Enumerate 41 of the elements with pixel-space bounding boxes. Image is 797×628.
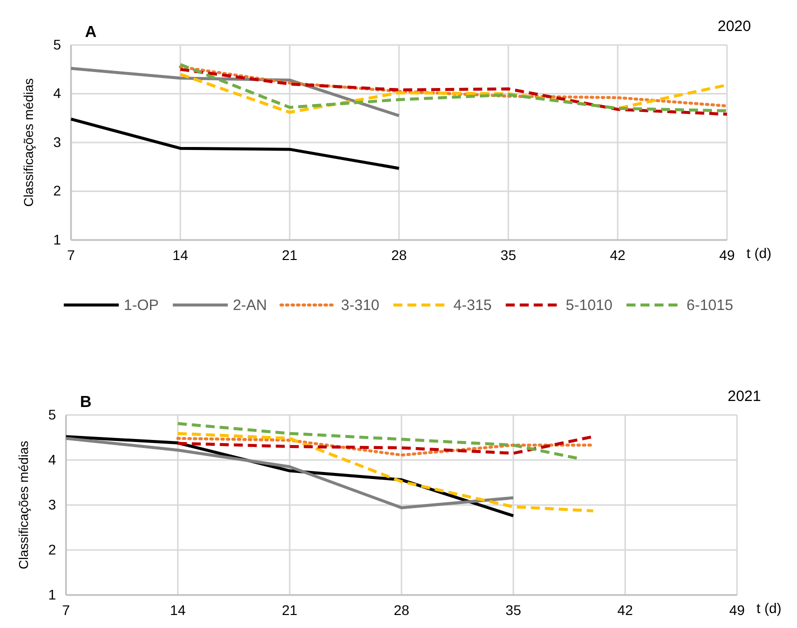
- x-tick-label: 42: [617, 602, 634, 618]
- text: 2020: [718, 18, 751, 35]
- y-axis-title: Classificações médias: [16, 440, 31, 570]
- y-tick-label: 1: [53, 231, 62, 248]
- legend-label: 2-AN: [232, 297, 268, 314]
- legend-label: 6-1015: [686, 297, 734, 314]
- y-tick-label: 4: [48, 451, 56, 468]
- x-tick-label: 35: [506, 602, 522, 618]
- x-tick-label: 49: [729, 602, 745, 618]
- x-axis-title: t (d): [756, 600, 782, 616]
- text: 2021: [728, 388, 761, 405]
- x-tick-label: 42: [610, 246, 626, 263]
- legend-label: 4-315: [453, 297, 492, 314]
- y-tick-label: 2: [48, 541, 56, 558]
- x-tick-label: 21: [282, 602, 298, 618]
- chart-title: A: [85, 24, 97, 41]
- chart-title: B: [80, 394, 92, 411]
- line-series: [176, 422, 579, 460]
- y-tick-label: 5: [53, 36, 62, 52]
- x-tick-label: 7: [62, 602, 70, 618]
- x-tick-label: 28: [394, 602, 410, 618]
- legend-label: 1-OP: [124, 297, 159, 314]
- x-tick-label: 21: [282, 246, 298, 263]
- x-tick-label: 14: [172, 246, 188, 263]
- x-tick-label: 14: [170, 602, 186, 618]
- x-tick-label: 7: [67, 246, 76, 263]
- y-tick-label: 2: [53, 182, 62, 199]
- x-tick-label: 49: [719, 246, 735, 263]
- legend-label: 5-1010: [566, 297, 612, 314]
- line-series: [176, 432, 595, 512]
- line-series: [70, 118, 400, 170]
- y-tick-label: 3: [53, 134, 62, 150]
- legend-label: 3-310: [341, 297, 380, 314]
- x-tick-label: 28: [391, 246, 407, 263]
- y-tick-label: 4: [53, 85, 62, 102]
- y-tick-label: 1: [48, 586, 56, 602]
- y-axis-title: Classificações médias: [21, 78, 36, 207]
- y-tick-label: 3: [48, 496, 56, 512]
- y-tick-label: 5: [48, 406, 56, 422]
- x-axis-title: t (d): [746, 245, 772, 261]
- x-tick-label: 35: [500, 246, 516, 263]
